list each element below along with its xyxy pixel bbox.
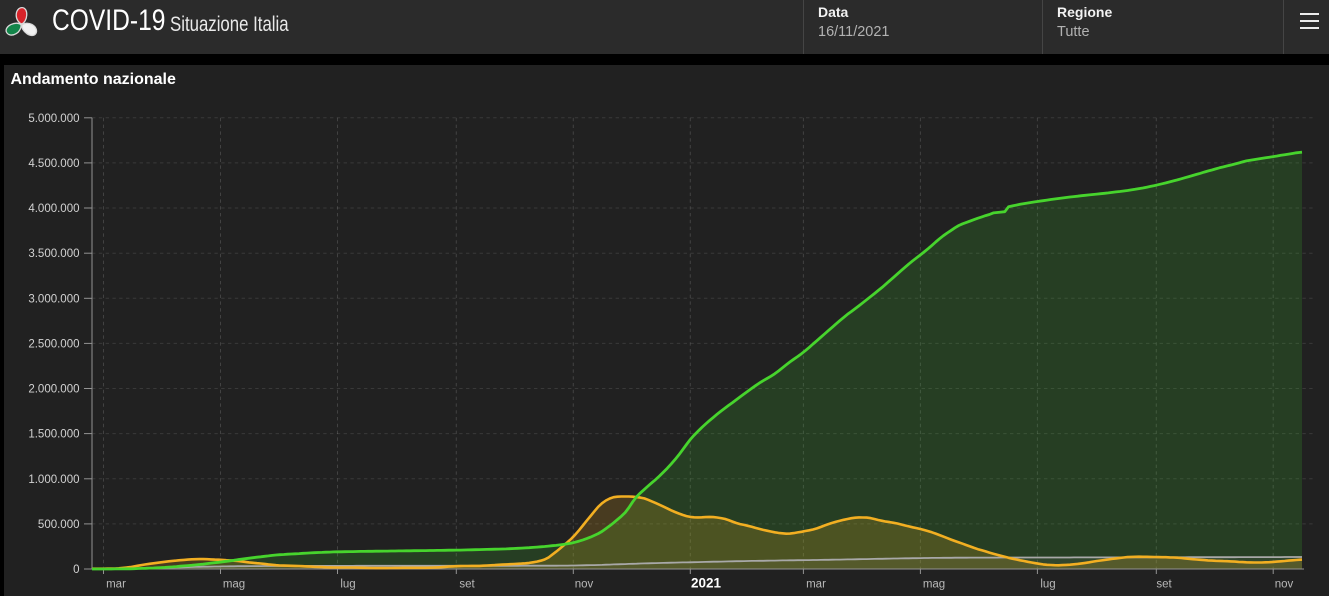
- svg-text:nov: nov: [1275, 578, 1294, 590]
- svg-text:mag: mag: [223, 578, 245, 590]
- svg-text:1.000.000: 1.000.000: [28, 473, 79, 485]
- svg-text:mag: mag: [923, 578, 945, 590]
- svg-text:set: set: [1156, 578, 1172, 590]
- svg-text:3.000.000: 3.000.000: [28, 293, 79, 305]
- svg-text:1.500.000: 1.500.000: [28, 428, 79, 440]
- svg-text:nov: nov: [575, 578, 594, 590]
- svg-text:2.500.000: 2.500.000: [28, 338, 79, 350]
- svg-text:0: 0: [73, 564, 79, 576]
- svg-text:4.000.000: 4.000.000: [28, 203, 79, 215]
- svg-text:4.500.000: 4.500.000: [28, 157, 79, 169]
- svg-text:2.000.000: 2.000.000: [28, 383, 79, 395]
- svg-text:3.500.000: 3.500.000: [28, 248, 79, 260]
- svg-text:set: set: [459, 578, 475, 590]
- svg-text:mar: mar: [106, 578, 126, 590]
- svg-text:2021: 2021: [691, 575, 722, 590]
- svg-text:5.000.000: 5.000.000: [28, 112, 79, 124]
- svg-text:500.000: 500.000: [38, 518, 80, 530]
- svg-text:lug: lug: [340, 578, 355, 590]
- svg-text:lug: lug: [1040, 578, 1055, 590]
- svg-text:mar: mar: [806, 578, 826, 590]
